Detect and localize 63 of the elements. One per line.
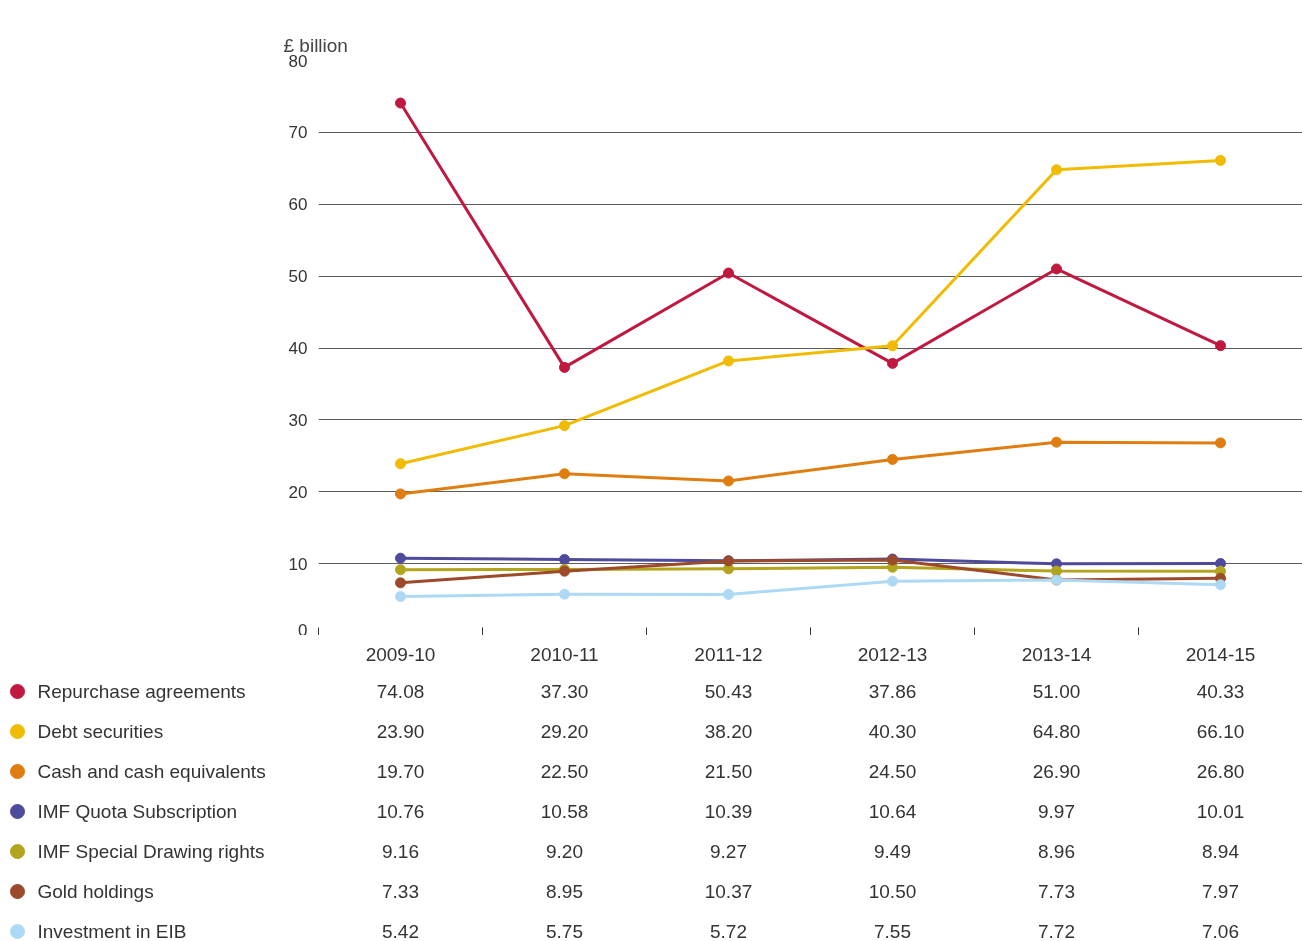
data-label: 37.30 [540,681,589,702]
data-label: 7.33 [382,881,419,902]
data-label: 10.39 [704,801,753,822]
data-label: 10.64 [868,801,917,822]
data-label: 26.90 [1032,761,1081,782]
data-label: 9.49 [874,841,911,862]
data-label: 5.72 [710,921,747,941]
y-tick-label: 60 [288,195,308,215]
y-tick-label: 30 [288,410,308,430]
data-label: 9.27 [710,841,747,862]
data-label: 40.30 [868,721,917,742]
data-label: 74.08 [376,681,425,702]
data-label: 7.55 [874,921,911,941]
data-label: 38.20 [704,721,753,742]
data-label: 9.16 [382,841,419,862]
data-label: 29.20 [540,721,589,742]
legend-label: Investment in EIB [37,921,187,941]
data-label: 19.70 [376,761,425,782]
data-label: 22.50 [540,761,589,782]
y-tick-label: 20 [288,482,308,502]
y-tick-label: 10 [288,554,308,574]
data-label: 64.80 [1032,721,1081,742]
data-label: 21.50 [704,761,753,782]
data-label: 10.37 [704,881,753,902]
data-label: 7.97 [1202,881,1239,902]
data-label: 5.75 [546,921,583,941]
data-label: 7.73 [1038,881,1075,902]
data-label: 5.42 [382,921,419,941]
legend-label: Repurchase agreements [37,681,246,702]
data-label: 7.72 [1038,921,1075,941]
data-label: 9.97 [1038,801,1075,822]
data-label: 40.33 [1196,681,1245,702]
y-tick-label: 0 [298,620,308,640]
x-tick-label: 2009-10 [365,644,436,665]
data-label: 10.76 [376,801,425,822]
legend-label: Cash and cash equivalents [37,761,266,782]
data-label: 8.95 [546,881,583,902]
y-tick-label: 50 [288,267,308,287]
data-label: 8.96 [1038,841,1075,862]
x-tick-label: 2014-15 [1185,644,1256,665]
legend-label: IMF Special Drawing rights [37,841,265,862]
x-tick-label: 2012-13 [857,644,928,665]
legend-label: IMF Quota Subscription [37,801,238,822]
data-label: 9.20 [546,841,583,862]
data-label: 26.80 [1196,761,1245,782]
x-tick-label: 2013-14 [1021,644,1092,665]
x-tick-label: 2010-11 [530,644,599,665]
legend-label: Gold holdings [37,881,154,902]
data-label: 51.00 [1032,681,1081,702]
data-label: 10.58 [540,801,589,822]
data-label: 10.01 [1196,801,1245,822]
data-label: 37.86 [868,681,917,702]
data-label: 66.10 [1196,721,1245,742]
data-label: 8.94 [1202,841,1240,862]
x-tick-label: 2011-12 [694,644,763,665]
data-label: 10.50 [868,881,917,902]
y-tick-label: 40 [288,339,308,358]
legend-label: Debt securities [37,721,164,742]
y-tick-label: 70 [288,123,308,143]
data-label: 23.90 [376,721,425,742]
data-label: 7.06 [1202,921,1239,941]
data-label: 50.43 [704,681,753,702]
data-label: 24.50 [868,761,917,782]
